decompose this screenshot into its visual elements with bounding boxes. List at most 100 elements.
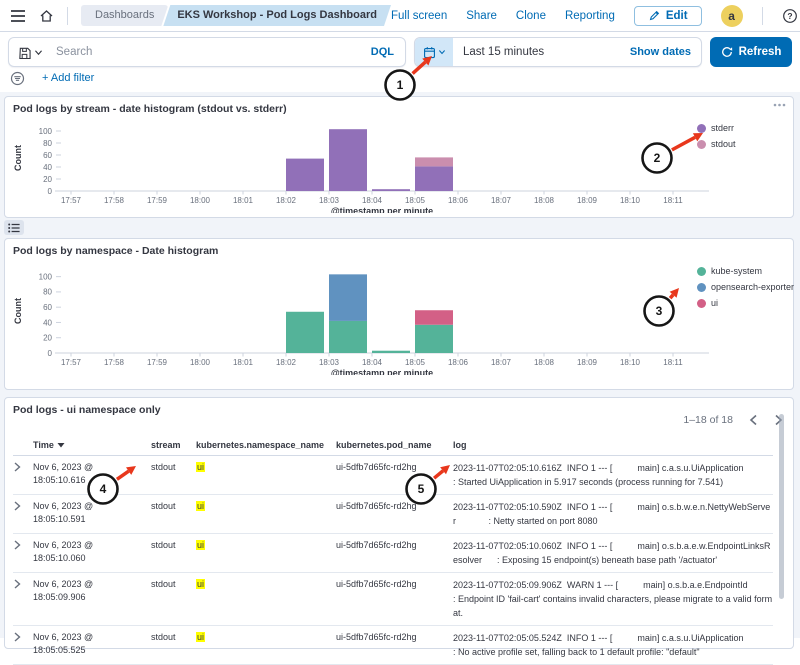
- cell-namespace: ui: [196, 539, 336, 552]
- search-input[interactable]: [52, 46, 360, 58]
- bar-stdout-18:05[interactable]: [415, 157, 453, 167]
- expand-row-button[interactable]: [13, 539, 33, 550]
- legend-item-opensearch-exporter[interactable]: opensearch-exporter: [697, 282, 794, 292]
- bar-kube-system-18:02[interactable]: [286, 311, 324, 353]
- bar-stderr-18:03[interactable]: [329, 129, 367, 191]
- column-header-kubernetes-namespace-name[interactable]: kubernetes.namespace_name: [196, 440, 325, 450]
- svg-text:60: 60: [43, 151, 52, 160]
- panel-title: Pod logs - ui namespace only: [13, 404, 161, 416]
- svg-text:20: 20: [43, 334, 52, 343]
- panel-menu-icon[interactable]: [773, 103, 786, 107]
- legend-item-ui[interactable]: ui: [697, 298, 794, 308]
- table-row: Nov 6, 2023 @ 18:05:10.616 stdout ui ui-5df…: [13, 456, 773, 495]
- save-icon: [18, 46, 31, 59]
- add-filter-button[interactable]: + Add filter: [42, 72, 95, 84]
- avatar[interactable]: a: [720, 4, 743, 27]
- legend-item-kube-system[interactable]: kube-system: [697, 266, 794, 276]
- x-axis-label: @timestamp per minute: [331, 206, 433, 213]
- edit-button[interactable]: Edit: [633, 5, 702, 26]
- svg-text:18:01: 18:01: [233, 358, 254, 367]
- svg-text:18:04: 18:04: [362, 358, 383, 367]
- expand-row-button[interactable]: [13, 500, 33, 511]
- scrollbar[interactable]: [779, 414, 784, 599]
- cell-stream: stdout: [151, 579, 176, 589]
- filter-options-icon[interactable]: [10, 71, 25, 86]
- home-icon[interactable]: [39, 9, 54, 23]
- breadcrumb-current-dashboard[interactable]: EKS Workshop - Pod Logs Dashboard: [163, 5, 391, 26]
- nav-link-share[interactable]: Share: [466, 9, 497, 22]
- refresh-button[interactable]: Refresh: [710, 37, 792, 67]
- svg-text:17:58: 17:58: [104, 196, 125, 205]
- chevron-down-icon: [438, 49, 446, 55]
- cell-stream: stdout: [151, 501, 176, 511]
- y-axis-label: Count: [13, 298, 23, 324]
- table-row: Nov 6, 2023 @ 18:05:10.060 stdout ui ui-5df…: [13, 534, 773, 573]
- breadcrumb-dashboards[interactable]: Dashboards: [81, 5, 168, 26]
- chart-legend: stderr stdout: [697, 123, 736, 149]
- bar-stderr-18:02[interactable]: [286, 158, 324, 191]
- nav-link-clone[interactable]: Clone: [515, 9, 546, 22]
- bar-stderr-18:05[interactable]: [415, 166, 453, 191]
- bar-kube-system-18:04[interactable]: [372, 350, 410, 353]
- bar-opensearch-exporter-18:03[interactable]: [329, 274, 367, 321]
- svg-text:18:00: 18:00: [190, 358, 211, 367]
- column-header-kubernetes-pod-name[interactable]: kubernetes.pod_name: [336, 440, 432, 450]
- panel-pod-logs-table: Pod logs - ui namespace only 1–18 of 18 …: [4, 397, 794, 665]
- svg-text:40: 40: [43, 318, 52, 327]
- legend-label: kube-system: [711, 266, 763, 276]
- svg-text:18:11: 18:11: [663, 196, 683, 205]
- column-header-stream[interactable]: stream: [151, 440, 181, 450]
- panel-pod-logs-by-stream: Pod logs by stream - date histogram (std…: [4, 96, 794, 218]
- bar-kube-system-18:03[interactable]: [329, 320, 367, 353]
- chevron-left-icon[interactable]: [749, 414, 758, 426]
- divider: [761, 6, 763, 25]
- menu-icon[interactable]: [10, 9, 26, 23]
- show-dates-button[interactable]: Show dates: [629, 46, 691, 58]
- minimized-panel-icon[interactable]: [4, 220, 24, 235]
- highlighted-namespace: ui: [196, 632, 206, 642]
- svg-text:60: 60: [43, 303, 52, 312]
- divider: [67, 6, 68, 25]
- svg-text:18:07: 18:07: [491, 196, 512, 205]
- svg-text:18:02: 18:02: [276, 358, 297, 367]
- x-axis-label: @timestamp per minute: [331, 368, 433, 375]
- chevron-right-icon: [14, 540, 21, 550]
- svg-text:40: 40: [43, 163, 52, 172]
- svg-text:18:06: 18:06: [448, 196, 469, 205]
- svg-text:18:06: 18:06: [448, 358, 469, 367]
- table-header-row: Time stream kubernetes.namespace_name kuber…: [13, 438, 773, 456]
- column-header-time[interactable]: Time: [33, 440, 151, 450]
- svg-text:18:10: 18:10: [620, 358, 641, 367]
- expand-row-button[interactable]: [13, 631, 33, 642]
- expand-row-button[interactable]: [13, 578, 33, 589]
- query-language-button[interactable]: DQL: [370, 46, 394, 58]
- svg-text:?: ?: [787, 11, 792, 21]
- legend-item-stdout[interactable]: stdout: [697, 139, 736, 149]
- nav-link-full-screen[interactable]: Full screen: [390, 9, 448, 22]
- saved-query-button[interactable]: [9, 46, 52, 59]
- highlighted-namespace: ui: [196, 579, 206, 589]
- bars: [286, 129, 453, 191]
- sort-desc-icon: [57, 443, 65, 448]
- bar-kube-system-18:05[interactable]: [415, 324, 453, 353]
- time-range-value[interactable]: Last 15 minutes: [463, 46, 545, 58]
- expand-row-button[interactable]: [13, 461, 33, 472]
- breadcrumb: Dashboards EKS Workshop - Pod Logs Dashb…: [81, 5, 391, 26]
- stream-histogram-chart: 17:57 17:58 17:59 18:00 18:01 18:02 18:03 18:04…: [13, 127, 709, 213]
- bar-ui-18:05[interactable]: [415, 310, 453, 325]
- column-header-log[interactable]: log: [453, 440, 467, 450]
- bar-stderr-18:04[interactable]: [372, 189, 410, 191]
- pencil-icon: [648, 10, 660, 22]
- svg-text:80: 80: [43, 288, 52, 297]
- help-icon[interactable]: ?: [782, 8, 798, 24]
- query-bar: DQL Last 15 minutes Show dates Refresh: [8, 37, 792, 67]
- pagination-range: 1–18 of 18: [683, 414, 733, 426]
- time-quick-select-button[interactable]: [415, 38, 453, 66]
- logs-table: Time stream kubernetes.namespace_name kuber…: [13, 438, 773, 665]
- highlighted-namespace: ui: [196, 462, 206, 472]
- legend-item-stderr[interactable]: stderr: [697, 123, 736, 133]
- legend-dot: [697, 266, 706, 276]
- nav-link-reporting[interactable]: Reporting: [564, 9, 615, 22]
- legend-dot: [697, 123, 706, 133]
- cell-log: 2023-11-07T02:05:10.616Z INFO 1 --- [ ma…: [453, 463, 789, 487]
